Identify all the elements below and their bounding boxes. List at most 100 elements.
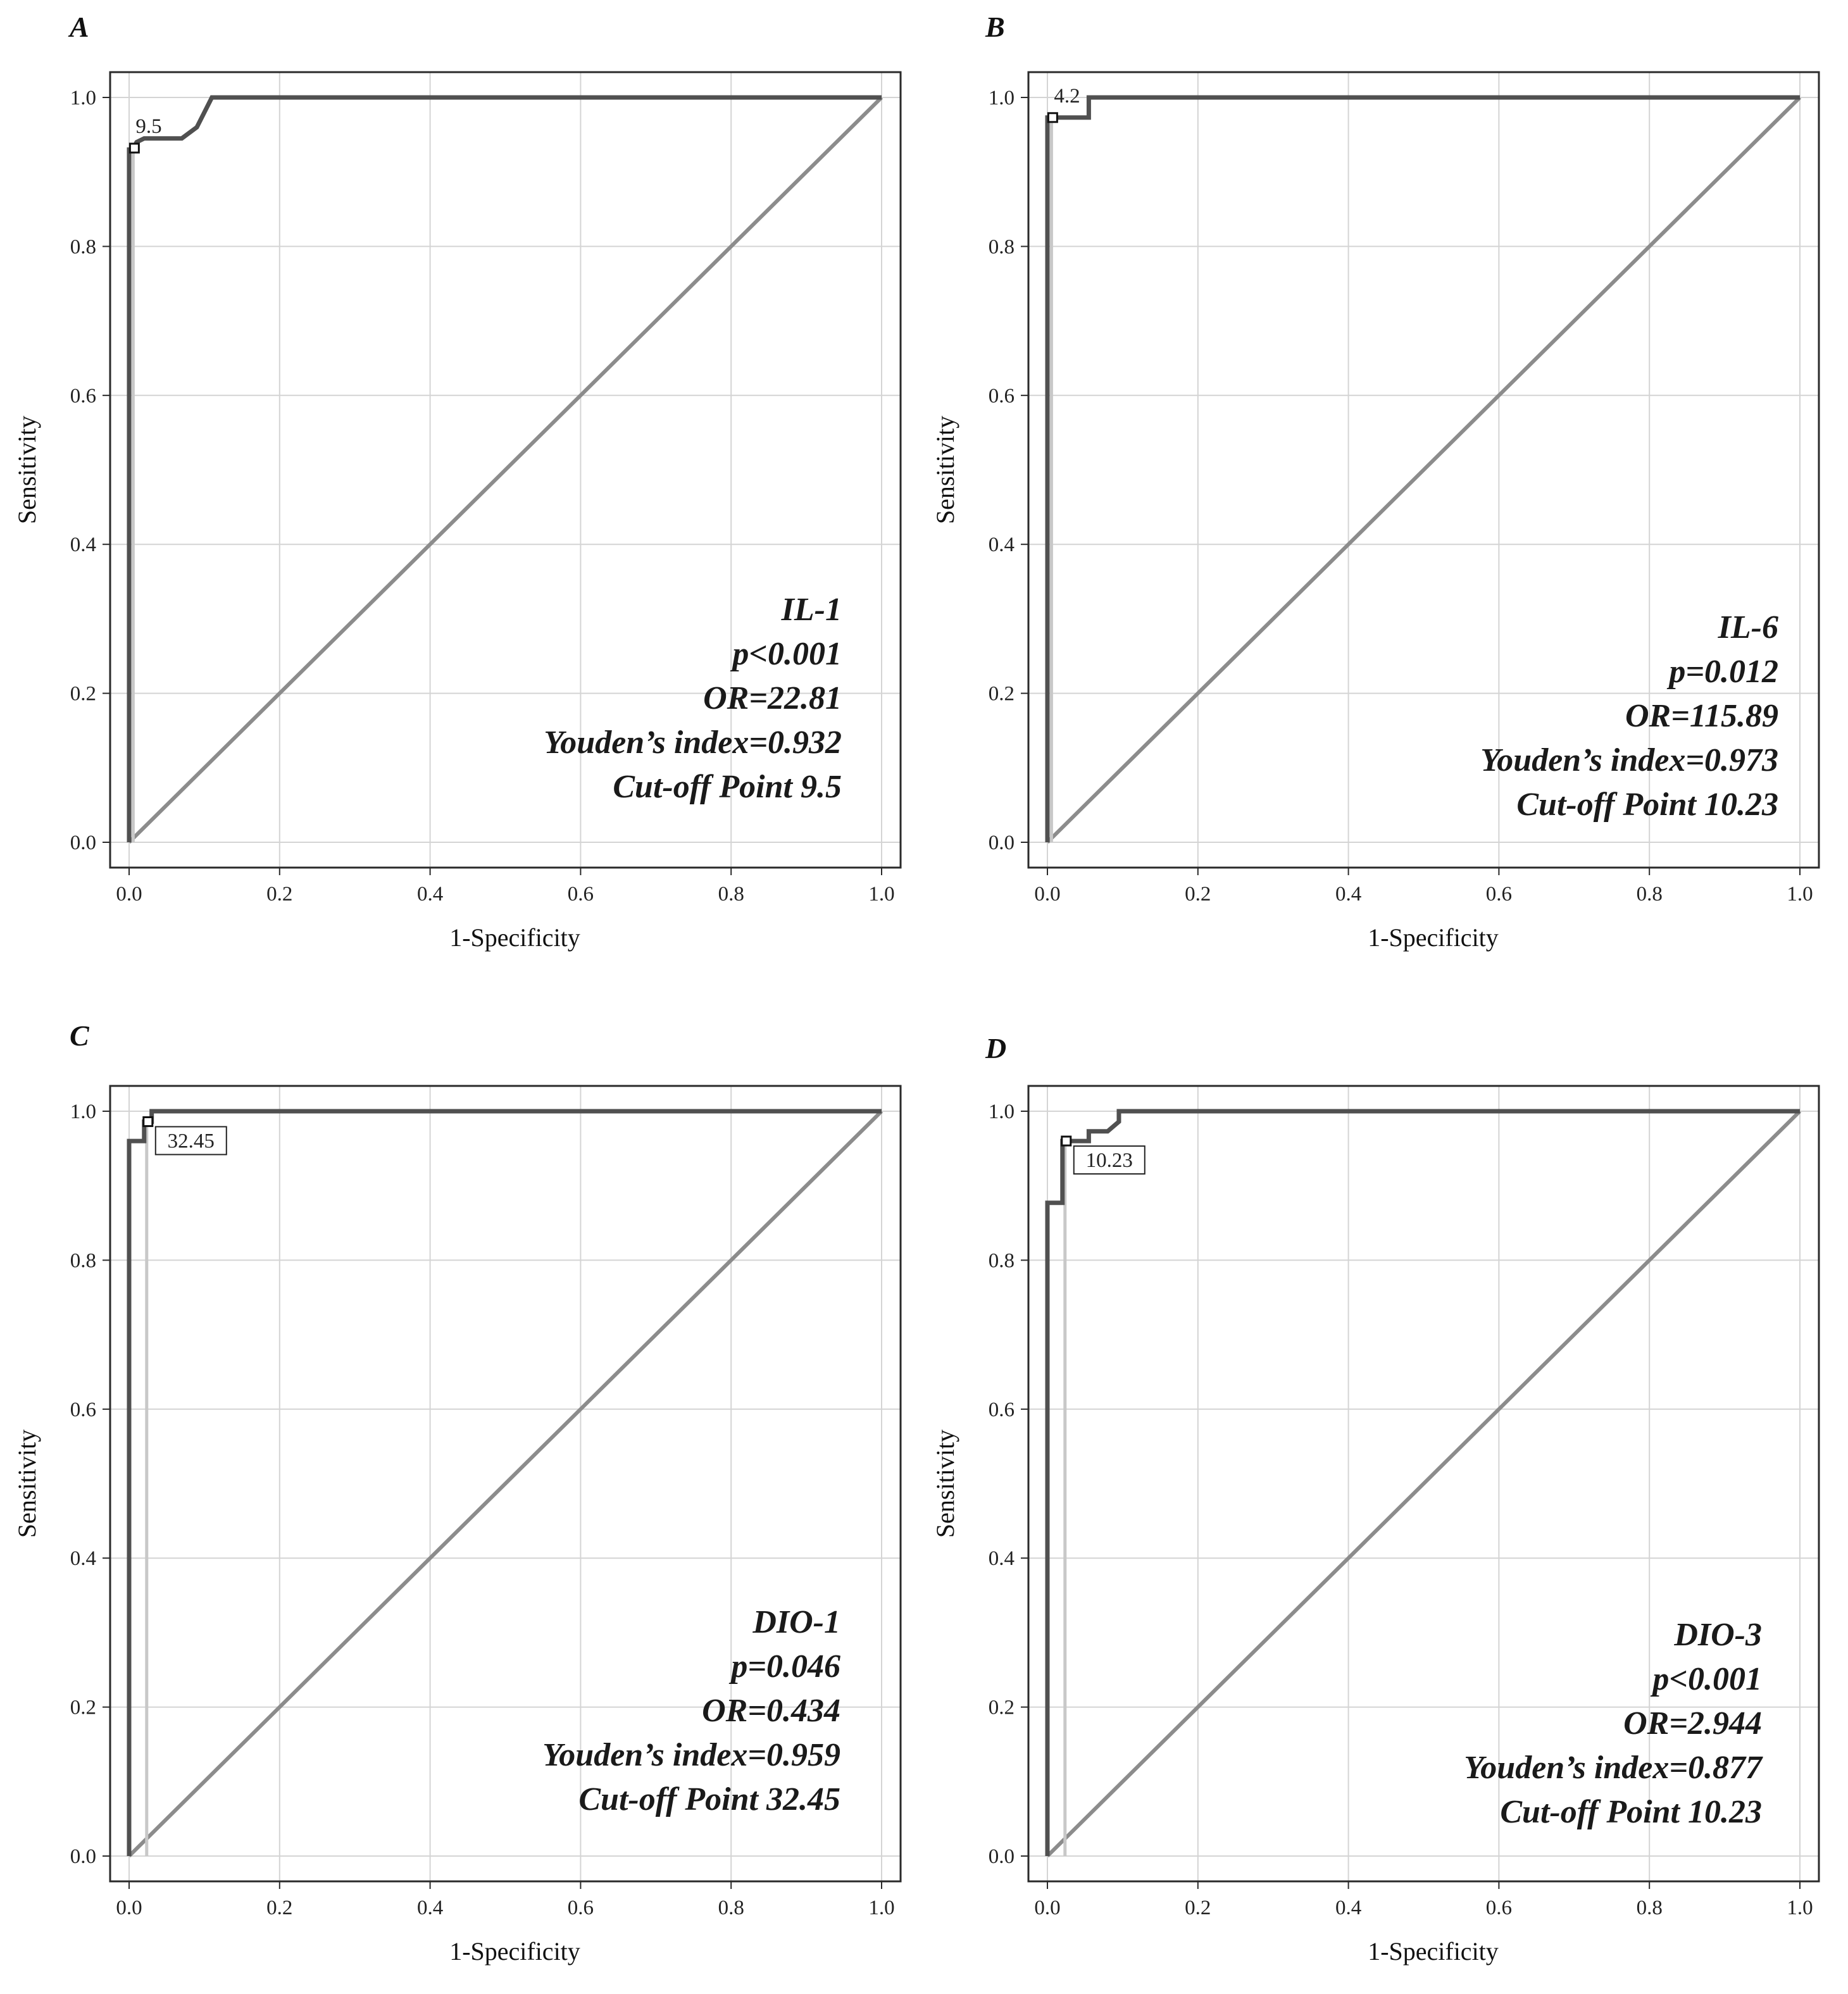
cutoff-label-box <box>154 1126 227 1156</box>
plot-frame <box>1027 1085 1820 1883</box>
y-tick-label: 0.0 <box>989 832 1015 854</box>
y-tick-label: 0.0 <box>989 1845 1015 1868</box>
y-axis-title: Sensitivity <box>931 416 959 524</box>
x-tick-label: 0.6 <box>568 883 594 906</box>
y-tick-label: 1.0 <box>989 1100 1015 1123</box>
cutoff-marker <box>1061 1135 1072 1147</box>
cutoff-marker <box>1047 112 1058 123</box>
x-tick-label: 0.6 <box>568 1897 594 1919</box>
x-tick-label: 0.4 <box>1335 883 1361 906</box>
x-axis-title: 1-Specificity <box>1368 923 1499 952</box>
x-tick-label: 1.0 <box>868 883 894 906</box>
stat-annotation: Youden’s index=0.877 <box>1464 1750 1763 1786</box>
x-tick-label: 0.4 <box>1335 1897 1361 1919</box>
x-tick-label: 0.6 <box>1486 883 1512 906</box>
y-tick-label: 0.2 <box>70 683 96 706</box>
y-tick-label: 0.4 <box>70 1547 96 1570</box>
cutoff-label: 9.5 <box>135 115 161 138</box>
panel-letter: C <box>70 1019 90 1052</box>
cutoff-label: 32.45 <box>168 1130 215 1152</box>
stat-annotation: Youden’s index=0.959 <box>542 1737 840 1773</box>
plot-frame <box>109 1085 902 1883</box>
cutoff-label-box <box>1073 1145 1146 1175</box>
x-tick-label: 1.0 <box>1787 883 1813 906</box>
x-axis-title: 1-Specificity <box>1368 1937 1499 1966</box>
reference-line <box>127 96 883 844</box>
cutoff-label: 10.23 <box>1086 1149 1133 1172</box>
y-axis-title: Sensitivity <box>931 1430 959 1538</box>
cutoff-marker <box>128 142 140 154</box>
roc-curve <box>1045 95 1800 842</box>
stat-annotation: p=0.012 <box>1666 654 1778 690</box>
x-axis-title: 1-Specificity <box>449 923 580 952</box>
panel-letter: A <box>68 11 89 43</box>
y-tick-label: 0.2 <box>989 1697 1015 1719</box>
stat-annotation: Cut-off Point 10.23 <box>1500 1794 1762 1830</box>
x-tick-label: 0.2 <box>1185 1897 1211 1919</box>
stat-annotation: IL-1 <box>781 592 842 628</box>
stat-annotation: DIO-1 <box>752 1604 840 1640</box>
stat-annotation: p<0.001 <box>730 636 842 672</box>
x-tick-label: 0.8 <box>1637 883 1663 906</box>
y-tick-label: 0.6 <box>989 385 1015 408</box>
plot-frame <box>1027 71 1820 869</box>
reference-line <box>127 1109 883 1858</box>
panel-a: A 0.0 0.2 0.4 0.6 0.8 1.0 0.0 0.2 0.4 0.6 0.8 1.0 9.5… <box>13 11 902 952</box>
panel-b: B 0.0 0.2 0.4 0.6 0.8 1.0 0.0 0.2 0.4 0.6 0.8 1.0 4.2… <box>931 11 1820 952</box>
x-tick-label: 0.0 <box>116 1897 142 1919</box>
stat-annotation: Youden’s index=0.973 <box>1480 742 1778 778</box>
cutoff-label: 4.2 <box>1054 85 1080 108</box>
y-axis-title: Sensitivity <box>13 1430 41 1538</box>
y-tick-label: 0.6 <box>70 1399 96 1421</box>
x-tick-label: 1.0 <box>868 1897 894 1919</box>
x-tick-label: 0.0 <box>116 883 142 906</box>
y-tick-label: 0.6 <box>70 385 96 408</box>
y-tick-label: 0.2 <box>989 683 1015 706</box>
y-tick-label: 0.4 <box>70 533 96 556</box>
y-tick-label: 0.0 <box>70 1845 96 1868</box>
y-tick-label: 0.6 <box>989 1399 1015 1421</box>
x-tick-label: 0.2 <box>266 883 292 906</box>
stat-annotation: OR=115.89 <box>1625 698 1778 734</box>
y-tick-label: 0.2 <box>70 1697 96 1719</box>
x-tick-label: 0.8 <box>1637 1897 1663 1919</box>
stat-annotation: OR=2.944 <box>1623 1705 1762 1742</box>
y-tick-label: 0.4 <box>989 533 1015 556</box>
stat-annotation: DIO-3 <box>1673 1617 1762 1653</box>
stat-annotation: Cut-off Point 10.23 <box>1516 787 1778 823</box>
x-tick-label: 0.2 <box>266 1897 292 1919</box>
x-tick-label: 0.4 <box>417 1897 443 1919</box>
y-tick-label: 1.0 <box>989 87 1015 109</box>
x-tick-label: 0.0 <box>1034 883 1060 906</box>
stat-annotation: OR=0.434 <box>702 1693 840 1729</box>
stat-annotation: Youden’s index=0.932 <box>544 725 842 761</box>
panel-c: C 0.0 0.2 0.4 0.6 0.8 1.0 0.0 0.2 0.4 0.6 0.8 1.0 32.… <box>13 1019 902 1966</box>
x-tick-label: 0.8 <box>718 883 744 906</box>
reference-line <box>1046 96 1802 844</box>
y-tick-label: 0.0 <box>70 832 96 854</box>
y-tick-label: 1.0 <box>70 87 96 109</box>
panel-letter: B <box>985 11 1005 43</box>
panel-d: D 0.0 0.2 0.4 0.6 0.8 1.0 0.0 0.2 0.4 0.6 0.8 1.0 10.… <box>931 1032 1820 1966</box>
x-tick-label: 0.4 <box>417 883 443 906</box>
y-tick-label: 0.8 <box>70 1249 96 1272</box>
y-tick-label: 0.4 <box>989 1547 1015 1570</box>
stat-annotation: Cut-off Point 32.45 <box>578 1781 840 1817</box>
y-axis-title: Sensitivity <box>13 416 41 524</box>
y-tick-label: 0.8 <box>70 235 96 258</box>
stat-annotation: p=0.046 <box>728 1648 840 1685</box>
panel-letter: D <box>985 1032 1006 1064</box>
x-tick-label: 0.6 <box>1486 1897 1512 1919</box>
y-tick-label: 0.8 <box>989 235 1015 258</box>
x-axis-title: 1-Specificity <box>449 1937 580 1966</box>
reference-line <box>1046 1109 1802 1858</box>
x-tick-label: 1.0 <box>1787 1897 1813 1919</box>
stat-annotation: IL-6 <box>1718 609 1778 645</box>
plot-frame <box>109 71 902 869</box>
stat-annotation: OR=22.81 <box>703 680 842 716</box>
x-tick-label: 0.2 <box>1185 883 1211 906</box>
cutoff-marker <box>142 1116 154 1127</box>
y-tick-label: 0.8 <box>989 1249 1015 1272</box>
stat-annotation: p<0.001 <box>1650 1661 1762 1697</box>
